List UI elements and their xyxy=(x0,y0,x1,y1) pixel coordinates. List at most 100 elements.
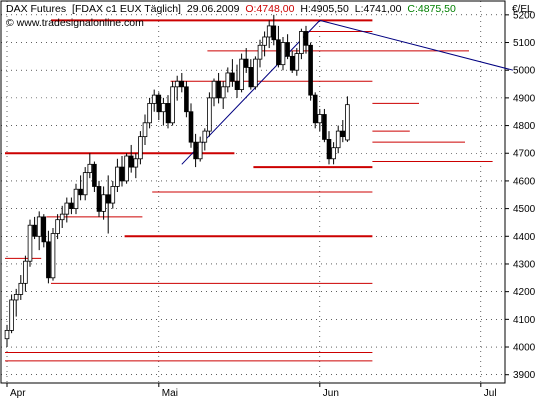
candle-body xyxy=(78,188,83,196)
candle-body xyxy=(253,58,258,88)
candle-body xyxy=(27,224,33,262)
candle-body xyxy=(230,72,235,82)
candle-body xyxy=(197,141,203,160)
y-tick-label: 4800 xyxy=(513,121,536,132)
candle-body xyxy=(96,186,102,212)
trendline xyxy=(181,20,321,165)
y-tick-label: 4000 xyxy=(513,343,536,354)
candle-body xyxy=(207,97,212,132)
candle-body xyxy=(345,104,350,141)
candle-body xyxy=(326,139,332,160)
price-axis: 3900 4000 4100 4200 4300 4400 4500 4600 4700 4800… xyxy=(505,10,536,381)
candle-body xyxy=(161,103,166,113)
y-tick-label: 5100 xyxy=(513,38,536,49)
candle-body xyxy=(188,111,194,143)
open-value: O:4748,00 xyxy=(245,3,294,15)
candle-body xyxy=(124,155,129,182)
candle-body xyxy=(9,299,14,331)
candle-body xyxy=(257,44,263,60)
y-tick-label: 4200 xyxy=(513,287,536,298)
candle-body xyxy=(41,216,47,243)
candle-body xyxy=(276,39,281,66)
candle-body xyxy=(92,163,97,187)
candle-body xyxy=(133,158,139,168)
x-tick-label: Jul xyxy=(484,388,497,399)
candle-body xyxy=(266,25,272,38)
candle-body xyxy=(271,25,277,41)
candle-body xyxy=(184,86,189,113)
candle-body xyxy=(239,58,244,90)
candle-body xyxy=(59,213,65,221)
x-tick-label: Jun xyxy=(323,388,339,399)
candle-body xyxy=(115,166,120,187)
trendline xyxy=(319,19,514,71)
currency-label: €/EL xyxy=(512,4,533,15)
candle-body xyxy=(151,94,157,104)
candle-body xyxy=(289,55,295,71)
candle-body xyxy=(138,136,143,160)
y-tick-label: 4600 xyxy=(513,176,536,187)
grid-lines xyxy=(1,1,505,383)
candle-body xyxy=(243,58,249,68)
candle-body xyxy=(69,202,74,210)
candle-body xyxy=(23,260,28,284)
low-value: L:4741,00 xyxy=(355,3,402,15)
source-copyright: © www.tradesignalonline.com xyxy=(6,17,144,29)
candle-body xyxy=(73,188,79,210)
y-tick-label: 4700 xyxy=(513,149,536,160)
candle-body xyxy=(142,122,148,138)
candle-body xyxy=(299,31,304,54)
candle-body xyxy=(303,31,309,46)
candle-body xyxy=(280,42,286,66)
candle-body xyxy=(322,114,327,140)
candle-body xyxy=(119,166,125,182)
candle-body xyxy=(220,86,226,99)
candle-body xyxy=(101,194,106,212)
candle-body xyxy=(335,130,341,149)
x-tick-label: Apr xyxy=(10,388,26,399)
candles xyxy=(4,14,350,348)
candle-body xyxy=(216,80,221,99)
candle-body xyxy=(202,130,208,143)
candle-body xyxy=(211,80,217,99)
candle-body xyxy=(193,141,198,160)
candle-body xyxy=(110,186,116,204)
y-tick-label: 5200 xyxy=(513,10,536,21)
candle-body xyxy=(234,80,240,90)
y-tick-label: 5000 xyxy=(513,66,536,77)
candle-body xyxy=(32,224,37,237)
candle-body xyxy=(225,72,231,88)
y-tick-label: 3900 xyxy=(513,370,536,381)
y-tick-label: 4400 xyxy=(513,232,536,243)
support-resistance-lines xyxy=(5,19,493,362)
trendlines xyxy=(181,19,514,165)
candle-body xyxy=(147,103,152,124)
candle-body xyxy=(170,86,175,124)
candle-body xyxy=(4,330,10,340)
candle-body xyxy=(156,94,162,113)
candle-body xyxy=(46,241,51,279)
candle-body xyxy=(165,103,171,124)
candle-body xyxy=(87,163,93,174)
time-axis: Apr Mai Jun Jul xyxy=(6,383,497,399)
candle-body xyxy=(294,53,300,71)
candle-body xyxy=(174,80,180,88)
candle-body xyxy=(308,44,313,96)
candle-body xyxy=(179,80,185,88)
candle-body xyxy=(36,216,42,237)
candle-body xyxy=(312,94,318,124)
candle-body xyxy=(262,36,267,46)
candle-body xyxy=(331,147,336,160)
x-tick-label: Mai xyxy=(162,388,178,399)
close-value: C:4875,50 xyxy=(407,3,456,15)
candle-body xyxy=(285,42,290,57)
candle-body xyxy=(105,194,111,204)
y-tick-label: 4500 xyxy=(513,204,536,215)
candle-body xyxy=(317,114,323,124)
y-tick-label: 4900 xyxy=(513,93,536,104)
candle-body xyxy=(64,202,70,215)
chart-title: DAX Futures [FDAX c1 EUX Täglich] 29.06.… xyxy=(6,3,456,15)
instrument-name: DAX Futures xyxy=(6,3,66,15)
candle-body xyxy=(18,282,24,295)
